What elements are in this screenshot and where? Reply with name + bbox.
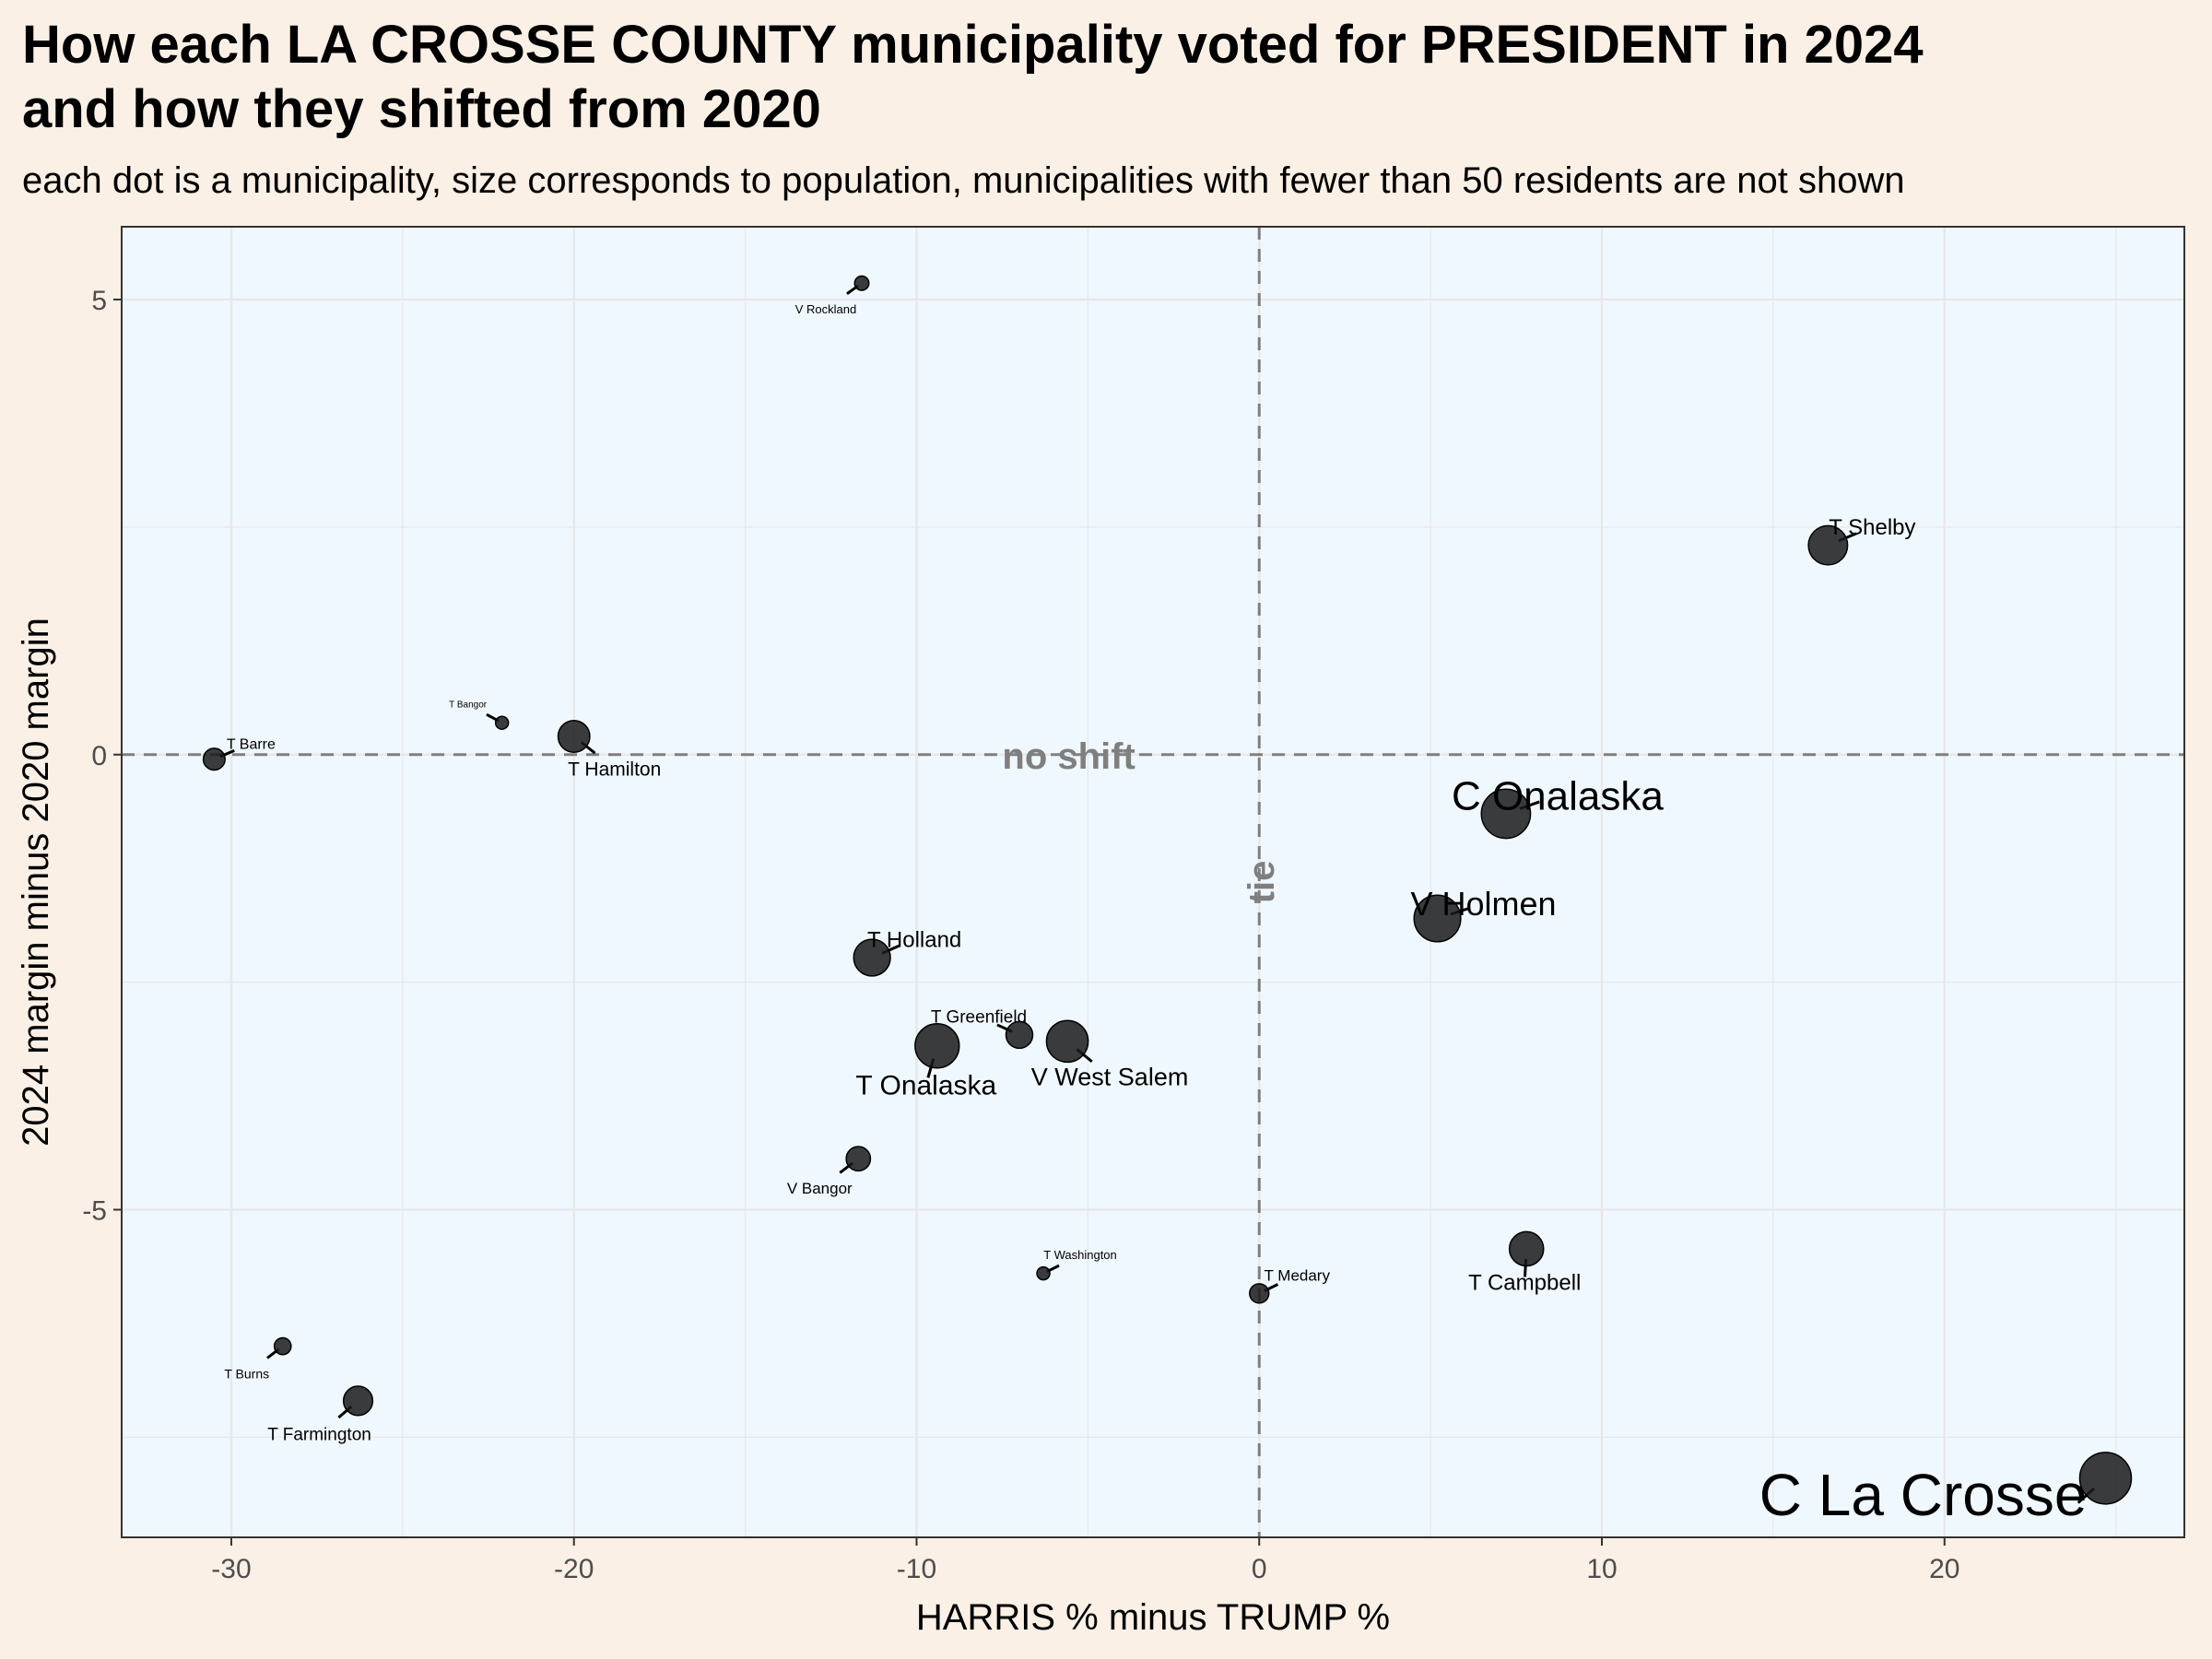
point-label: V Bangor <box>787 1180 853 1197</box>
axes: -30 -20 -10 0 10 20 -5 0 5 <box>82 286 1959 1584</box>
y-tick-label: -5 <box>82 1196 107 1227</box>
tie-label: tie <box>1241 861 1282 904</box>
y-tick-label: 5 <box>91 286 107 316</box>
data-point <box>342 1385 374 1417</box>
point-label: T Onalaska <box>855 1070 996 1100</box>
point-label: T Barre <box>227 736 276 752</box>
data-point-group: T Shelby <box>1807 515 1916 566</box>
point-label: T Bangor <box>449 700 488 711</box>
data-point-group: V Holmen <box>1411 885 1557 943</box>
data-point <box>845 1146 872 1172</box>
plot-border <box>121 226 2185 1538</box>
x-axis-title: HARRIS % minus TRUMP % <box>916 1597 1390 1638</box>
data-point <box>1508 1230 1545 1267</box>
data-point <box>1036 1265 1051 1281</box>
data-point <box>853 938 891 977</box>
y-axis-title: 2024 margin minus 2020 margin <box>16 618 56 1147</box>
x-tick-label: -10 <box>897 1554 936 1584</box>
data-point-group: T Farmington <box>267 1385 374 1445</box>
x-tick-label: -20 <box>554 1554 594 1584</box>
x-tick-label: 10 <box>1586 1554 1617 1584</box>
data-point-group: C Onalaska <box>1452 773 1664 840</box>
point-label: T Medary <box>1264 1266 1330 1284</box>
data-point-group: T Washington <box>1036 1248 1117 1281</box>
data-points: C La Crosse C Onalaska V Holmen T Onalaska V… <box>202 275 2133 1528</box>
point-label: T Washington <box>1043 1248 1117 1262</box>
point-label: T Farmington <box>267 1426 371 1445</box>
data-point-group: T Onalaska <box>855 1023 997 1100</box>
x-tick-label: -30 <box>211 1554 251 1584</box>
point-label: C La Crosse <box>1759 1462 2088 1528</box>
point-label: V West Salem <box>1031 1063 1189 1090</box>
plot-panel <box>122 227 2184 1537</box>
x-tick-label: 0 <box>1252 1554 1267 1584</box>
data-point-group: T Greenfield <box>931 1008 1034 1050</box>
data-point-group: T Burns <box>224 1336 292 1382</box>
data-point <box>273 1336 292 1356</box>
y-tick-label: 0 <box>91 741 107 771</box>
data-point-group: T Bangor <box>449 700 510 730</box>
point-label: T Shelby <box>1829 515 1915 540</box>
data-point <box>202 747 226 771</box>
data-point <box>557 720 591 753</box>
data-point-group: T Barre <box>202 736 276 771</box>
point-label: V Holmen <box>1411 885 1557 923</box>
data-point-group: T Campbell <box>1468 1230 1581 1295</box>
data-point-group: T Hamilton <box>557 720 661 780</box>
data-point-group: V Bangor <box>787 1146 872 1197</box>
data-point-group: V Rockland <box>795 275 870 316</box>
point-label: T Greenfield <box>931 1008 1027 1028</box>
point-label: T Burns <box>224 1367 269 1382</box>
no-shift-label: no shift <box>1002 736 1135 777</box>
grid <box>122 227 2184 1537</box>
point-label: T Holland <box>867 927 961 952</box>
data-point <box>1249 1283 1270 1304</box>
data-point <box>1413 894 1462 943</box>
data-point-group: T Medary <box>1249 1266 1330 1304</box>
point-label: C Onalaska <box>1452 773 1664 818</box>
point-label: T Hamilton <box>568 759 661 780</box>
data-point-group: V West Salem <box>1031 1019 1189 1090</box>
data-point <box>1005 1020 1034 1050</box>
data-point <box>914 1023 960 1069</box>
data-point <box>1807 524 1849 566</box>
data-point-group: C La Crosse <box>1759 1452 2133 1528</box>
data-point <box>494 715 510 730</box>
point-label: T Campbell <box>1468 1270 1581 1295</box>
data-point-group: T Holland <box>853 927 961 977</box>
chart-title: How each LA CROSSE COUNTY municipality v… <box>22 15 1924 139</box>
reference-lines: no shift tie <box>122 227 2184 1537</box>
chart-subtitle: each dot is a municipality, size corresp… <box>22 160 1905 201</box>
data-point <box>1045 1019 1089 1064</box>
data-point <box>1480 788 1532 840</box>
data-point <box>2078 1452 2133 1505</box>
point-label: V Rockland <box>795 302 856 316</box>
x-tick-label: 20 <box>1929 1554 1959 1584</box>
data-point <box>853 275 870 291</box>
